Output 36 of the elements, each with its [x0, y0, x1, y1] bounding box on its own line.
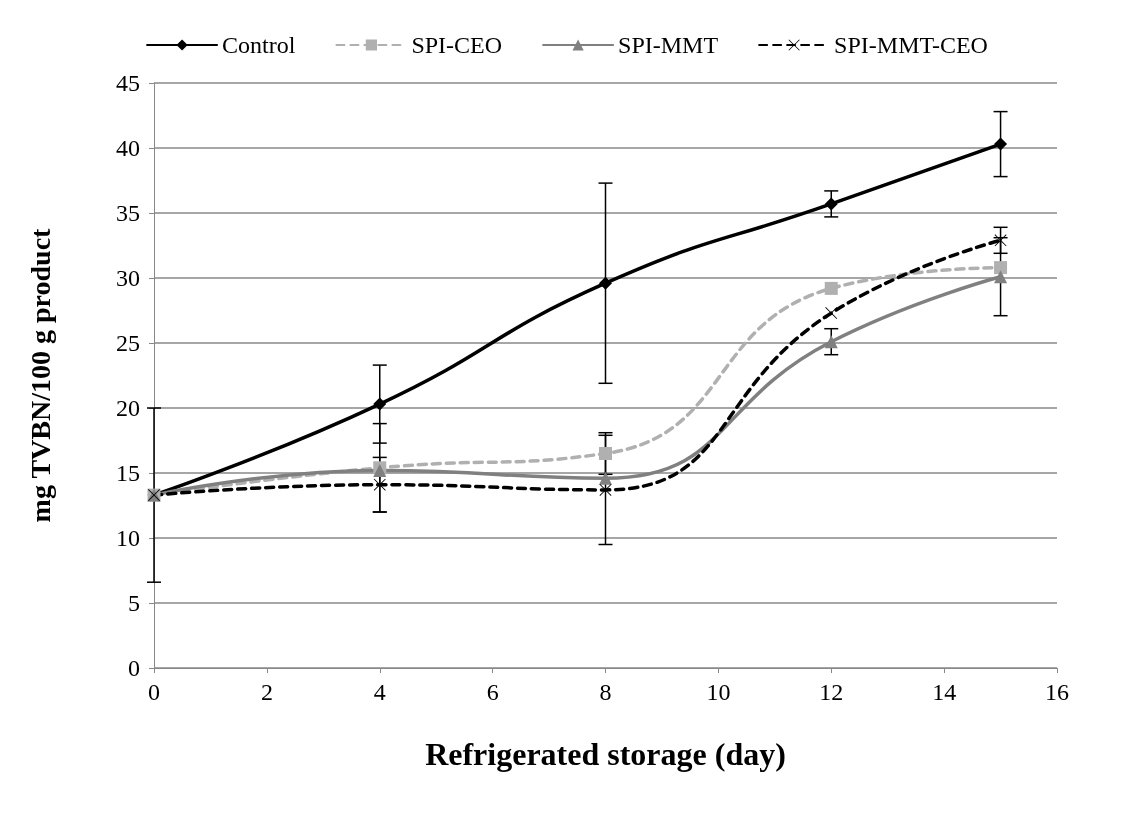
y-tick-label: 30 [116, 265, 140, 291]
point [599, 471, 612, 485]
y-tick-label: 40 [116, 135, 140, 161]
point [994, 261, 1008, 275]
point [599, 447, 612, 460]
x-tick-label: 4 [373, 679, 386, 705]
x-tick-label: 6 [486, 679, 499, 705]
point [994, 137, 1008, 151]
x-tick-label: 14 [932, 679, 957, 705]
y-tick-label: 0 [128, 655, 140, 681]
y-tick-label: 15 [116, 460, 140, 486]
x-tick-label: 12 [819, 679, 844, 705]
point [373, 478, 386, 491]
y-tick-label: 10 [116, 525, 140, 551]
point [994, 270, 1008, 284]
y-tick-label: 25 [116, 330, 140, 356]
x-tick-label: 0 [148, 679, 160, 705]
x-tick-label: 2 [260, 679, 273, 705]
legend-label: SPI-CEO [411, 32, 503, 58]
y-axis-title: mg TVBN/100 g product [24, 227, 56, 523]
point [599, 276, 612, 290]
x-tick-label: 10 [706, 679, 731, 705]
y-tick-label: 45 [116, 70, 140, 96]
legend-label: SPI-MMT [618, 32, 719, 58]
x-tick-label: 8 [599, 679, 612, 705]
legend-label: SPI-MMT-CEO [834, 32, 988, 58]
x-tick-label: 16 [1045, 679, 1069, 705]
point [824, 197, 838, 211]
legend-label: Control [222, 32, 296, 58]
point [373, 397, 387, 411]
y-tick-label: 20 [116, 395, 140, 421]
point [824, 335, 838, 349]
x-axis-title: Refrigerated storage (day) [425, 736, 786, 772]
y-tick-label: 5 [128, 590, 140, 616]
y-tick-label: 35 [116, 200, 140, 226]
point [824, 281, 838, 295]
